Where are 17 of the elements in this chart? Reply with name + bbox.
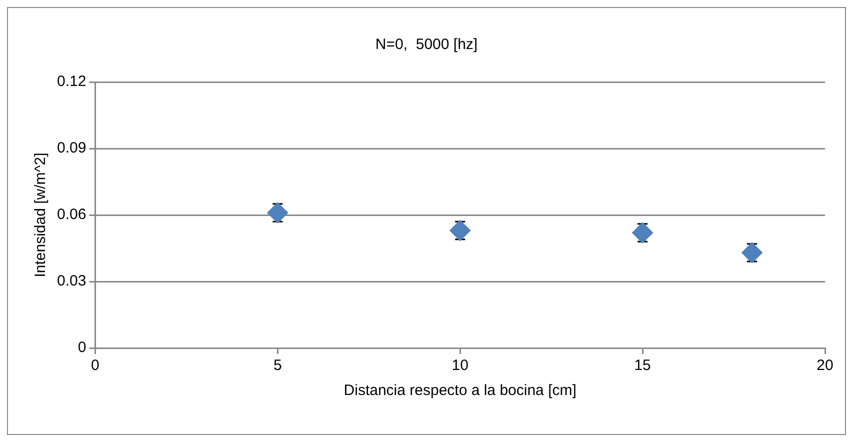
- point: [742, 242, 763, 264]
- y-tick-label: 0.06: [56, 206, 86, 224]
- y-axis-title: Intensidad [w/m^2]: [32, 152, 50, 278]
- x-tick-label: 10: [452, 357, 468, 374]
- y-tick-label: 0.03: [56, 272, 86, 290]
- point: [267, 202, 288, 224]
- y-tick-label: 0: [78, 339, 86, 356]
- chart-title: N=0, 5000 [hz]: [375, 36, 478, 54]
- y-tick-label: 0.12: [56, 73, 86, 90]
- x-tick-label: 15: [634, 357, 651, 374]
- y-tick-label: 0.09: [56, 140, 86, 157]
- x-tick-label: 0: [91, 357, 100, 374]
- x-axis-title: Distancia respecto a la bocina [cm]: [344, 382, 576, 400]
- x-tick-label: 5: [273, 357, 282, 374]
- point: [632, 222, 654, 244]
- point: [450, 220, 471, 242]
- x-tick-label: 20: [816, 357, 834, 374]
